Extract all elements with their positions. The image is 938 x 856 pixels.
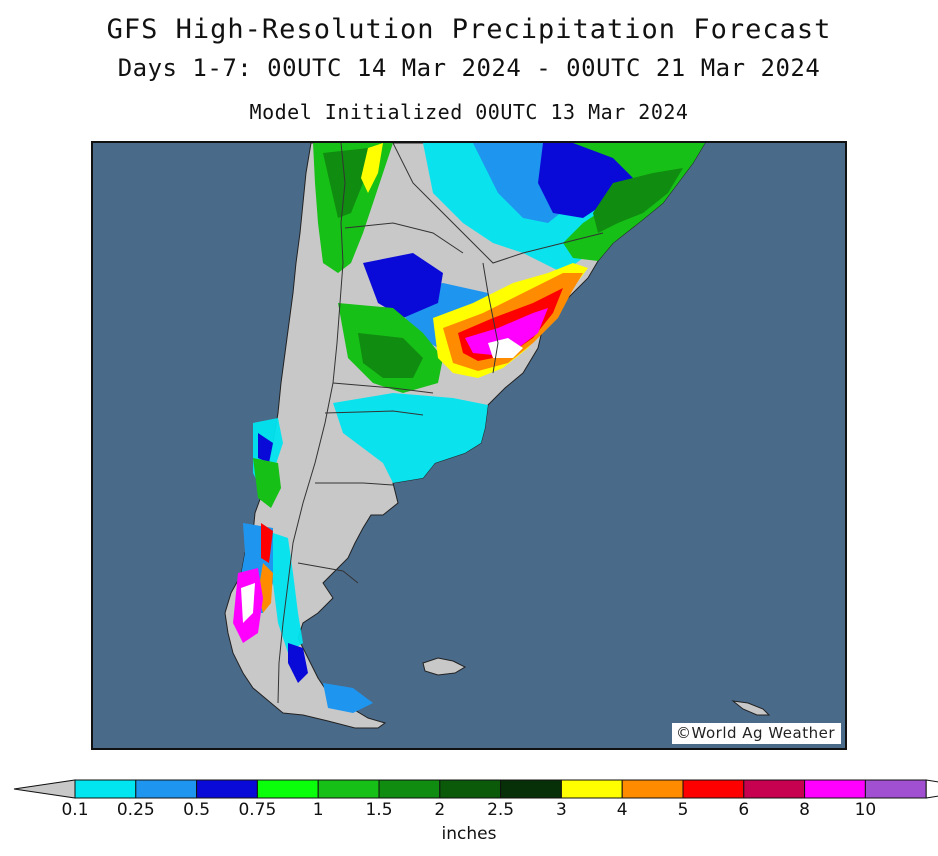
model-init-label: Model Initialized 00UTC 13 Mar 2024 [249,100,689,124]
legend-bin [500,779,562,799]
legend-bin [439,779,502,799]
map-canvas [224,143,771,729]
legend-tick-label: 4 [616,800,628,820]
land-south-georgia [731,700,771,716]
legend-bin-below [13,779,76,799]
legend-bin [378,779,441,799]
legend-tick-label: 0.25 [116,800,155,820]
legend-tick-label: 6 [738,800,750,820]
legend-tick-label: 1 [312,800,324,820]
legend-bin [621,779,684,799]
map-subtitle: Days 1-7: 00UTC 14 Mar 2024 - 00UTC 21 M… [117,54,821,82]
legend-tick-label: 10 [854,800,877,820]
credit-watermark: ©World Ag Weather [672,723,841,744]
legend-tick-label: 0.75 [238,800,277,820]
legend-bin [682,779,745,799]
legend-tick-label: 5 [677,800,689,820]
legend-bin-above [925,779,938,799]
legend-tick-label: 1.5 [365,800,393,820]
legend-bin [743,779,806,799]
legend-bin [864,779,927,799]
legend-tick-label: 2.5 [487,800,515,820]
legend-tick-label: 0.5 [183,800,211,820]
legend-tick-label: 2 [434,800,446,820]
legend-tick-label: 8 [799,800,811,820]
country-borders [277,143,604,704]
legend-units-label: inches [441,824,497,844]
legend-bin [135,779,198,799]
legend-colorbar [13,779,938,799]
legend-bin [804,779,866,799]
legend-bin [560,779,623,799]
legend-bin [256,779,319,799]
legend-bin [317,779,380,799]
precipitation-map: ©World Ag Weather [91,141,847,750]
legend-tick-label: 0.1 [61,800,89,820]
map-title: GFS High-Resolution Precipitation Foreca… [106,14,832,45]
legend-bin [74,779,137,799]
legend-tick-label: 3 [555,800,567,820]
land-falkland-islands [422,657,467,676]
legend-bin [196,779,258,799]
